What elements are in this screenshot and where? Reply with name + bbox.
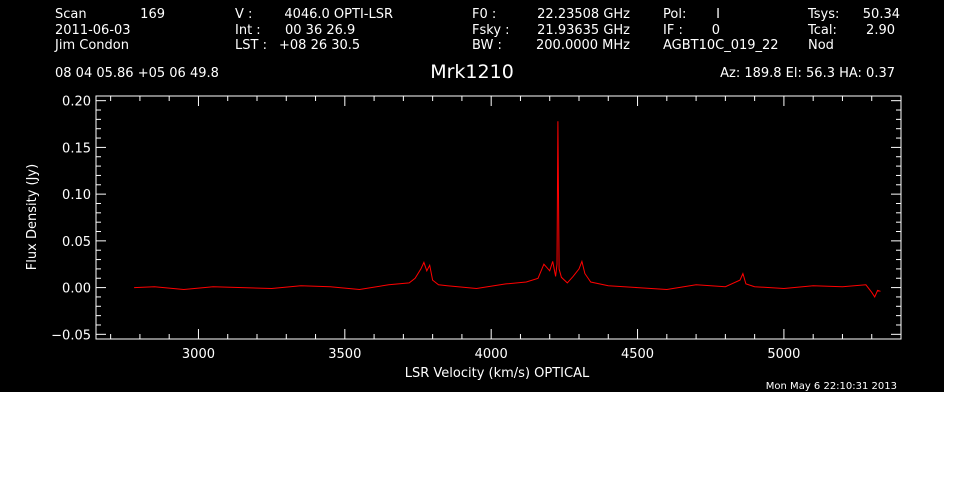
obs-date: 2011-06-03 <box>55 23 131 38</box>
axis-tick-labels: 3000 3500 4000 4500 5000 −0.05 0.00 0.05 0.10 0.1… <box>51 95 800 362</box>
y-axis-label: Flux Density (Jy) <box>25 164 40 270</box>
spectrum-traces <box>134 121 881 298</box>
y-tick-label: 0.05 <box>62 235 91 250</box>
gbtidl-plot-window: Scan 169 2011-06-03 Jim Condon V : 4046.… <box>0 0 944 392</box>
y-tick-label: 0.15 <box>62 141 91 156</box>
fsky-label: Fsky : <box>472 23 510 38</box>
plot-frame <box>95 95 902 340</box>
source-coords: 08 04 05.86 +05 06 49.8 <box>55 66 219 81</box>
pol-value: I <box>716 7 720 22</box>
bw-label: BW : <box>472 38 502 53</box>
nod-label: Nod <box>808 38 834 53</box>
observer: Jim Condon <box>54 38 129 53</box>
pol-label: Pol: <box>663 7 686 22</box>
int-label: Int : <box>235 23 261 38</box>
spectrum-plot: Scan 169 2011-06-03 Jim Condon V : 4046.… <box>25 7 902 392</box>
tcal-value: 2.90 <box>866 23 895 38</box>
x-tick-label: 3500 <box>328 347 361 362</box>
if-value: 0 <box>712 23 720 38</box>
lst-label: LST : <box>235 38 267 53</box>
x-tick-label: 5000 <box>767 347 800 362</box>
x-tick-label: 4500 <box>621 347 654 362</box>
tsys-value: 50.34 <box>863 7 900 22</box>
az-el-ha: Az: 189.8 El: 56.3 HA: 0.37 <box>720 66 895 81</box>
axis-ticks <box>96 96 901 339</box>
project-id: AGBT10C_019_22 <box>663 38 779 53</box>
f0-label: F0 : <box>472 7 496 22</box>
tsys-label: Tsys: <box>807 7 839 22</box>
int-value: 00 36 26.9 <box>285 23 355 38</box>
y-tick-label: 0.10 <box>62 188 91 203</box>
velocity-value: 4046.0 OPTI-LSR <box>284 7 393 22</box>
scan-label: Scan <box>55 7 87 22</box>
x-tick-label: 3000 <box>182 347 215 362</box>
y-tick-label: 0.00 <box>62 282 91 297</box>
spectrum-trace <box>134 121 881 298</box>
bw-value: 200.0000 MHz <box>536 38 630 53</box>
x-tick-label: 4000 <box>475 347 508 362</box>
plot-timestamp: Mon May 6 22:10:31 2013 <box>766 381 897 392</box>
fsky-value: 21.93635 GHz <box>537 23 630 38</box>
y-tick-label: −0.05 <box>51 328 91 343</box>
header: Scan 169 2011-06-03 Jim Condon V : 4046.… <box>54 7 900 83</box>
f0-value: 22.23508 GHz <box>537 7 630 22</box>
source-name: Mrk1210 <box>430 61 514 83</box>
lst-value: +08 26 30.5 <box>279 38 360 53</box>
x-axis-label: LSR Velocity (km/s) OPTICAL <box>405 366 590 381</box>
y-tick-label: 0.20 <box>62 95 91 110</box>
velocity-label: V : <box>235 7 252 22</box>
tcal-label: Tcal: <box>807 23 837 38</box>
scan-number: 169 <box>140 7 165 22</box>
if-label: IF : <box>663 23 683 38</box>
